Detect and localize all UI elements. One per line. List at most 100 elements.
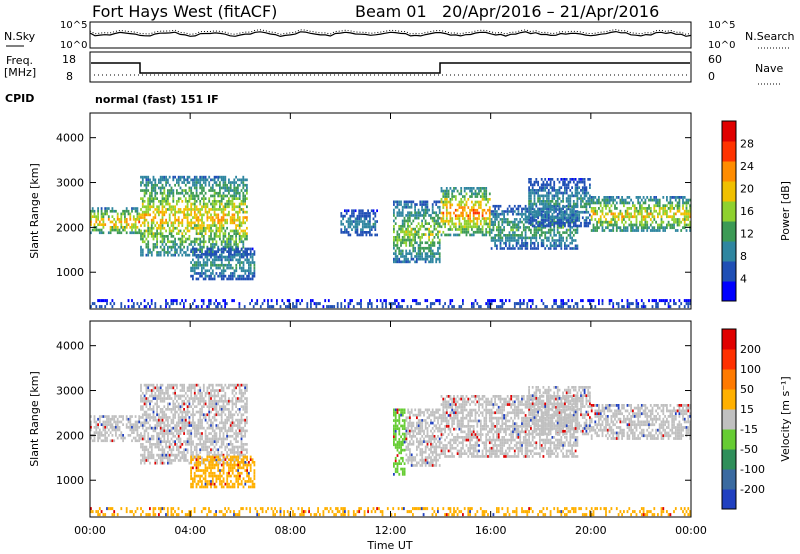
echo-cell bbox=[192, 440, 194, 443]
echo-cell bbox=[633, 229, 636, 232]
echo-cell bbox=[576, 226, 579, 229]
echo-cell bbox=[456, 217, 459, 220]
echo-cell bbox=[143, 224, 146, 227]
echo-cell bbox=[437, 222, 439, 225]
echo-cell bbox=[414, 233, 416, 236]
echo-cell bbox=[186, 421, 189, 425]
echo-cell bbox=[546, 183, 548, 187]
echo-cell bbox=[424, 299, 427, 303]
echo-cell bbox=[619, 212, 622, 216]
echo-cell bbox=[235, 229, 237, 233]
echo-cell bbox=[585, 219, 588, 222]
echo-cell bbox=[569, 247, 572, 250]
echo-cell bbox=[571, 247, 573, 250]
echo-cell bbox=[574, 216, 577, 220]
echo-cell bbox=[240, 253, 243, 256]
echo-cell bbox=[412, 236, 415, 239]
echo-cell bbox=[140, 208, 142, 211]
echo-cell bbox=[517, 212, 520, 216]
echo-cell bbox=[100, 415, 103, 418]
echo-cell bbox=[329, 305, 332, 309]
echo-cell bbox=[657, 223, 659, 227]
echo-cell bbox=[168, 461, 171, 465]
echo-cell bbox=[124, 218, 126, 221]
echo-cell bbox=[93, 431, 96, 434]
echo-cell bbox=[578, 197, 581, 200]
echo-cell bbox=[159, 418, 162, 422]
echo-cell bbox=[242, 255, 245, 259]
echo-cell bbox=[161, 216, 164, 219]
echo-cell bbox=[177, 181, 180, 184]
echo-cell bbox=[188, 429, 191, 433]
echo-cell bbox=[143, 232, 146, 235]
echo-cell bbox=[159, 426, 162, 430]
echo-cell bbox=[598, 226, 600, 230]
echo-cell bbox=[226, 243, 228, 246]
echo-cell bbox=[149, 443, 151, 446]
echo-cell bbox=[107, 423, 110, 426]
echo-cell bbox=[149, 399, 151, 403]
echo-cell bbox=[90, 420, 92, 424]
echo-cell bbox=[649, 229, 652, 232]
echo-cell bbox=[229, 189, 232, 192]
echo-cell bbox=[145, 189, 148, 192]
echo-cell bbox=[100, 212, 103, 216]
echo-cell bbox=[183, 453, 185, 457]
echo-cell bbox=[145, 418, 148, 422]
echo-cell bbox=[530, 205, 532, 209]
echo-cell bbox=[594, 209, 597, 213]
echo-cell bbox=[237, 232, 239, 235]
echo-cell bbox=[136, 231, 139, 235]
echo-cell bbox=[138, 436, 141, 440]
echo-cell bbox=[608, 209, 611, 213]
echo-cell bbox=[603, 204, 606, 208]
echo-cell bbox=[547, 239, 550, 242]
echo-cell bbox=[615, 215, 618, 219]
echo-cell bbox=[485, 219, 488, 223]
echo-cell bbox=[431, 211, 434, 215]
echo-cell bbox=[219, 186, 221, 190]
echo-cell bbox=[141, 456, 144, 460]
echo-cell bbox=[394, 302, 396, 306]
echo-cell bbox=[116, 420, 119, 424]
colorbar-segment bbox=[722, 181, 736, 202]
echo-cell bbox=[501, 299, 504, 303]
echo-cell bbox=[608, 196, 611, 199]
echo-cell bbox=[465, 187, 468, 190]
echo-cell bbox=[149, 248, 151, 252]
echo-cell bbox=[224, 269, 227, 273]
echo-cell bbox=[637, 229, 640, 232]
echo-cell bbox=[646, 209, 649, 213]
echo-cell bbox=[315, 302, 318, 306]
echo-cell bbox=[237, 258, 239, 262]
echo-cell bbox=[547, 205, 550, 209]
echo-cell bbox=[172, 402, 175, 406]
echo-cell bbox=[176, 421, 178, 425]
echo-cell bbox=[233, 194, 236, 198]
echo-cell bbox=[224, 229, 227, 233]
echo-cell bbox=[143, 383, 146, 387]
echo-cell bbox=[195, 186, 198, 190]
echo-cell bbox=[655, 196, 657, 199]
echo-cell bbox=[272, 305, 275, 309]
echo-cell bbox=[673, 207, 675, 210]
echo-cell bbox=[229, 200, 232, 203]
echo-cell bbox=[116, 417, 119, 421]
echo-cell bbox=[614, 212, 616, 216]
echo-cell bbox=[531, 202, 534, 206]
echo-cell bbox=[539, 226, 541, 229]
echo-cell bbox=[190, 266, 192, 270]
echo-cell bbox=[107, 428, 110, 432]
echo-cell bbox=[310, 302, 312, 306]
echo-cell bbox=[689, 215, 691, 219]
echo-cell bbox=[417, 246, 420, 250]
echo-cell bbox=[503, 302, 505, 306]
echo-cell bbox=[219, 258, 221, 262]
echo-cell bbox=[143, 459, 146, 462]
echo-cell bbox=[412, 257, 415, 261]
echo-cell bbox=[165, 221, 167, 225]
echo-cell bbox=[163, 437, 166, 441]
echo-cell bbox=[104, 434, 107, 437]
echo-cell bbox=[140, 443, 142, 446]
echo-cell bbox=[134, 228, 137, 232]
